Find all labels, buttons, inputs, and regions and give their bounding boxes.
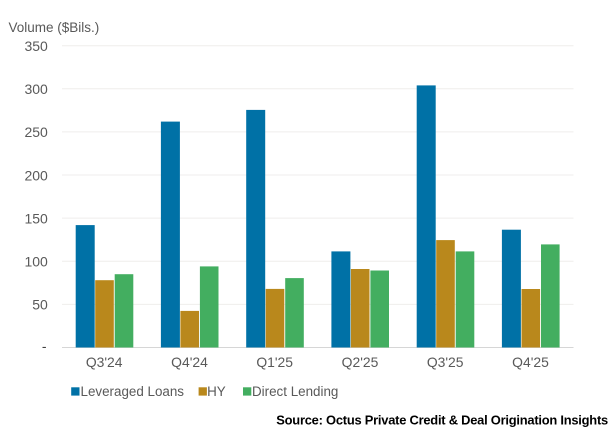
svg-text:100: 100 — [24, 254, 48, 270]
svg-text:Q4'24: Q4'24 — [171, 354, 208, 370]
svg-text:Direct Lending: Direct Lending — [252, 384, 338, 399]
svg-text:Q1'25: Q1'25 — [256, 354, 293, 370]
svg-text:150: 150 — [24, 211, 48, 227]
svg-text:Q2'25: Q2'25 — [342, 354, 379, 370]
svg-text:Q3'25: Q3'25 — [427, 354, 464, 370]
svg-text:350: 350 — [24, 38, 48, 54]
svg-text:HY: HY — [207, 384, 226, 399]
svg-text:50: 50 — [32, 297, 48, 313]
svg-text:Q3'24: Q3'24 — [86, 354, 123, 370]
svg-text:300: 300 — [24, 81, 48, 97]
svg-text:Source: Octus Private Credit &: Source: Octus Private Credit & Deal Orig… — [276, 413, 608, 428]
svg-text:Q4'25: Q4'25 — [512, 354, 549, 370]
svg-text:250: 250 — [24, 124, 48, 140]
svg-text:200: 200 — [24, 167, 48, 183]
svg-text:Volume ($Bils.): Volume ($Bils.) — [9, 20, 100, 35]
svg-text:-: - — [42, 338, 47, 354]
svg-text:Leveraged Loans: Leveraged Loans — [81, 384, 185, 399]
